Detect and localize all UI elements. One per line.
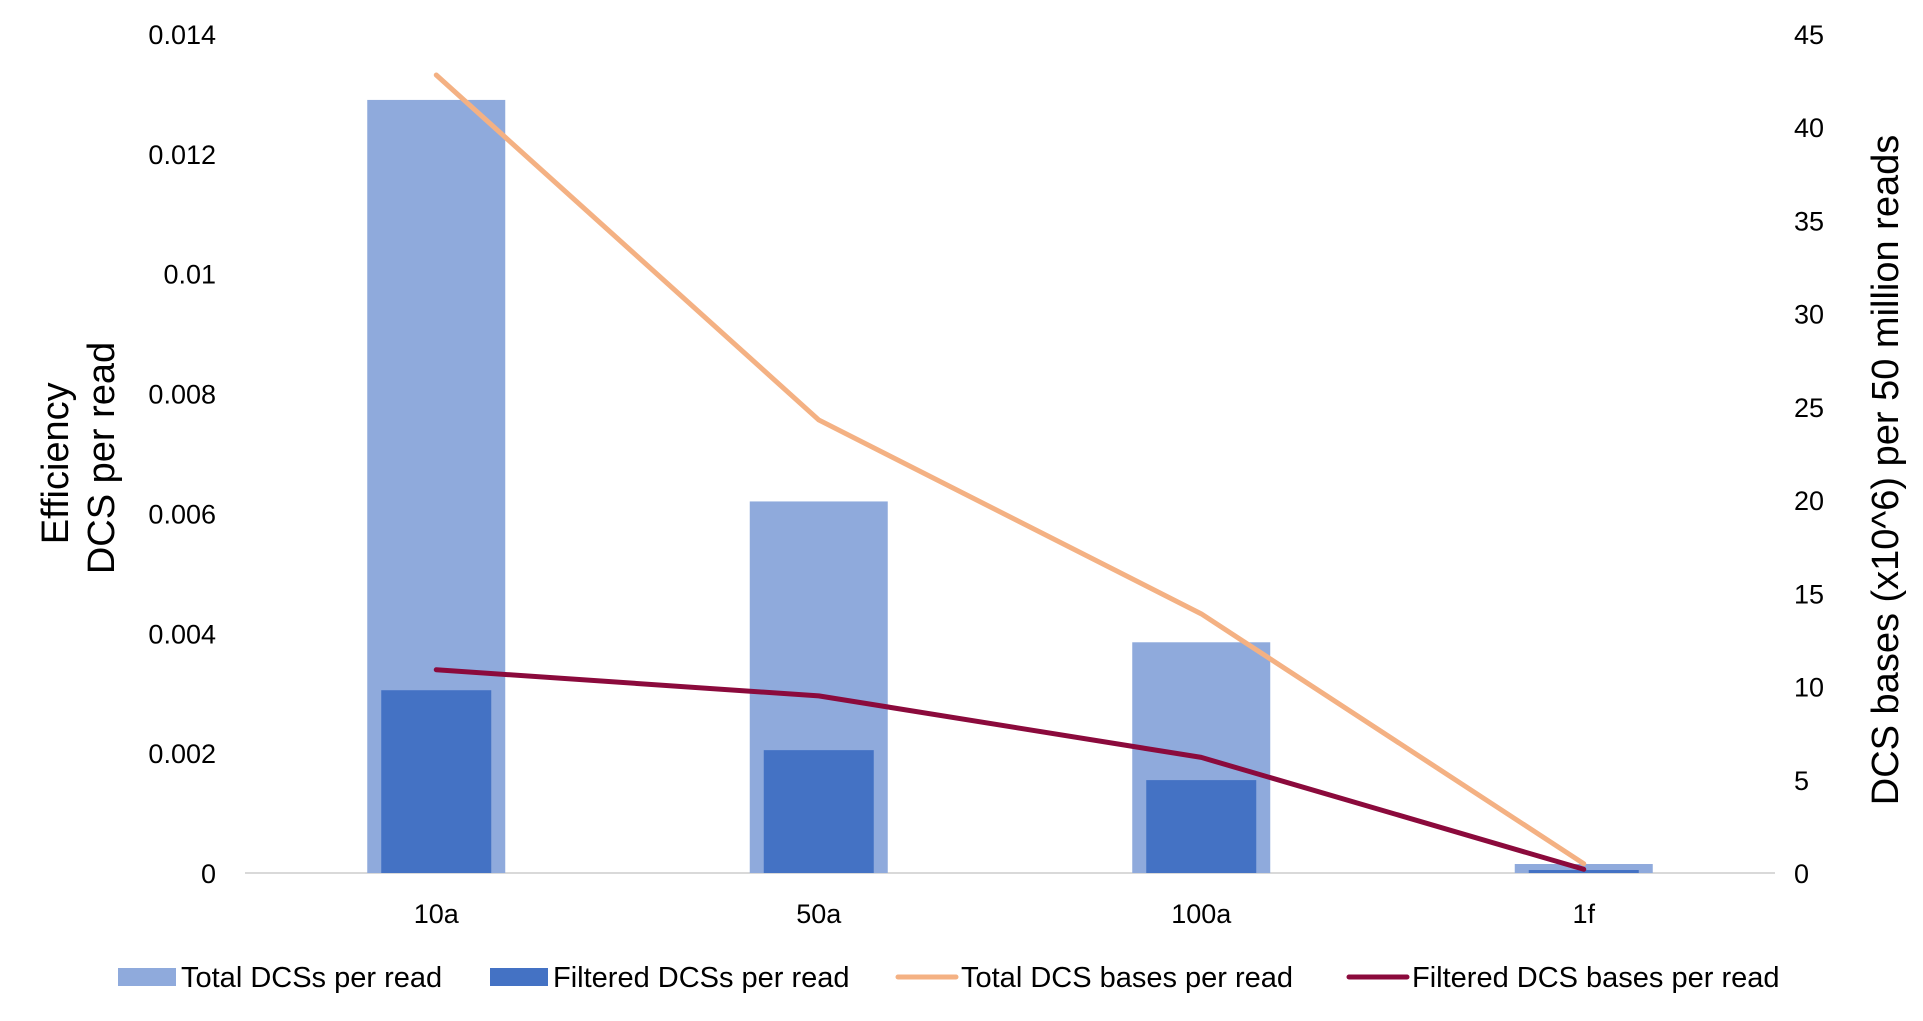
left-y-axis-title: Efficiency DCS per read: [35, 342, 123, 574]
legend-item: Total DCSs per read: [118, 962, 442, 994]
left-tick-label: 0.012: [148, 140, 216, 170]
legend-label: Total DCS bases per read: [961, 962, 1293, 994]
legend-label: Total DCSs per read: [181, 962, 442, 994]
right-tick-label: 25: [1794, 393, 1824, 423]
legend: Total DCSs per read Filtered DCSs per rea…: [118, 962, 1780, 994]
legend-label: Filtered DCSs per read: [553, 962, 850, 994]
right-tick-label: 45: [1794, 20, 1824, 50]
right-tick-label: 40: [1794, 113, 1824, 143]
left-tick-label: 0.002: [148, 739, 216, 769]
right-y-axis-title: DCS bases (x10^6) per 50 million reads: [1865, 135, 1907, 805]
left-tick-label: 0.004: [148, 619, 216, 649]
x-tick-label: 100a: [1171, 899, 1232, 929]
legend-item: Filtered DCS bases per read: [1346, 962, 1780, 994]
x-tick-label: 10a: [414, 899, 460, 929]
right-tick-label: 30: [1794, 300, 1824, 330]
line-total-dcs-bases: [433, 72, 1587, 867]
legend-item: Total DCS bases per read: [895, 962, 1293, 994]
right-tick-label: 0: [1794, 859, 1809, 889]
x-tick-label: 50a: [796, 899, 842, 929]
lines-group: [433, 72, 1587, 872]
right-tick-label: 5: [1794, 766, 1809, 796]
left-tick-label: 0.01: [163, 260, 216, 290]
line-filtered-dcs-bases: [433, 667, 1587, 872]
left-y-axis-ticks: 0 0.002 0.004 0.006 0.008 0.01 0.012 0.014: [148, 20, 216, 889]
right-tick-label: 10: [1794, 673, 1824, 703]
right-tick-label: 20: [1794, 486, 1824, 516]
bar-filtered-dcs-10a: [381, 690, 492, 873]
x-tick-label: 1f: [1572, 899, 1595, 929]
right-y-axis-ticks: 0 5 10 15 20 25 30 35 40 45: [1794, 20, 1824, 889]
legend-label: Filtered DCS bases per read: [1412, 962, 1780, 994]
right-tick-label: 35: [1794, 206, 1824, 236]
left-tick-label: 0: [201, 859, 216, 889]
left-tick-label: 0.014: [148, 20, 216, 50]
x-axis-tick-labels: 10a 50a 100a 1f: [414, 899, 1596, 929]
right-tick-label: 15: [1794, 579, 1824, 609]
legend-item: Filtered DCSs per read: [490, 962, 850, 994]
bars-group: [367, 99, 1653, 873]
left-y-axis-title-line-2: DCS per read: [81, 342, 123, 574]
legend-swatch: [490, 968, 548, 986]
left-tick-label: 0.008: [148, 380, 216, 410]
bar-filtered-dcs-50a: [763, 750, 874, 873]
left-y-axis-title-line-1: Efficiency: [35, 382, 77, 544]
legend-swatch: [118, 968, 176, 986]
left-tick-label: 0.006: [148, 499, 216, 529]
bar-filtered-dcs-100a: [1146, 780, 1257, 873]
